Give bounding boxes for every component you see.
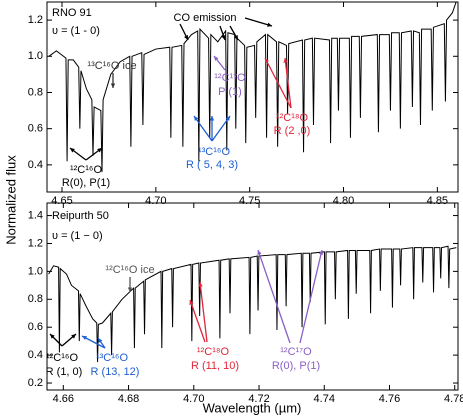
arrow-head <box>70 148 75 153</box>
spectrum-line <box>48 245 457 363</box>
annotation-arrow <box>189 299 206 343</box>
x-tick-label: 4.78 <box>444 393 463 405</box>
annotation-arrow <box>193 115 213 142</box>
x-tick-label: 4.72 <box>248 393 269 405</box>
annotation: P (1) <box>218 86 242 98</box>
arrow-head <box>265 58 270 63</box>
y-tick-label: 0.4 <box>28 159 43 171</box>
y-tick-label: 1.4 <box>28 209 43 221</box>
arrow-head <box>82 336 87 341</box>
x-tick-label: 4.66 <box>53 393 74 405</box>
arrow-head <box>194 116 199 121</box>
arrow-head <box>257 250 262 255</box>
x-tick-label: 4.80 <box>333 195 354 207</box>
annotation: R (1, 0) <box>46 366 83 378</box>
plot-frame <box>46 1 459 193</box>
arrow-head <box>127 287 133 292</box>
annotation: R ( 5, 4, 3) <box>186 159 238 171</box>
y-tick-label: 1.0 <box>28 265 43 277</box>
arrow-head <box>110 83 116 88</box>
arrow-head <box>198 282 203 287</box>
x-tick-label: 4.70 <box>183 393 204 405</box>
annotation: ¹²C¹⁶O ice <box>105 264 154 276</box>
arrow-head <box>209 116 215 121</box>
arrow-head <box>184 35 188 40</box>
arrow-head <box>283 58 288 63</box>
annotation: ¹²C¹⁶O <box>70 164 102 176</box>
annotation-arrow <box>244 17 273 27</box>
y-tick-label: 0.8 <box>28 293 43 305</box>
y-tick-label: 1.2 <box>28 14 43 26</box>
x-tick-label: 4.65 <box>51 195 72 207</box>
annotation: R (2 ,0) <box>274 125 311 137</box>
arrow-head <box>221 35 226 40</box>
arrow-head <box>225 116 230 121</box>
arrow-head <box>214 56 219 61</box>
y-tick-label: 1.2 <box>28 237 43 249</box>
annotation: R (11, 10) <box>191 360 239 372</box>
arrow-head <box>50 334 55 339</box>
annotation: R(0), P(1) <box>62 177 110 189</box>
y-tick-label: 0.2 <box>28 377 43 389</box>
annotation: ¹³C¹⁶O <box>198 146 230 158</box>
annotation-arrow <box>299 249 323 344</box>
y-tick-label: 0.6 <box>28 123 43 135</box>
y-tick-label: 0.4 <box>28 349 43 361</box>
annotation: Reipurth 50 <box>52 210 109 222</box>
arrow-head <box>98 338 103 343</box>
annotation: ¹²C¹⁷O <box>214 72 246 84</box>
x-tick-label: 4.70 <box>145 195 166 207</box>
annotation-arrow <box>211 115 231 142</box>
arrow-head <box>189 300 194 305</box>
x-axis-label: Wavelength (µm) <box>203 400 302 415</box>
annotation-arrow <box>284 57 292 109</box>
annotation: ¹²C¹⁷O <box>280 346 312 358</box>
annotation: R(0), P(1) <box>272 360 320 372</box>
annotation: ¹³C¹⁶O <box>96 352 128 364</box>
x-tick-label: 4.68 <box>118 393 139 405</box>
x-tick-label: 4.74 <box>314 393 335 405</box>
spectrum-line <box>48 2 457 173</box>
y-tick-label: 0.6 <box>28 321 43 333</box>
arrow-head <box>233 35 238 40</box>
annotation-arrow <box>257 249 291 344</box>
plot-frame <box>46 202 459 391</box>
annotation: RNO 91 <box>52 7 92 19</box>
annotation: ¹²C¹⁸O <box>276 112 309 124</box>
annotation: ¹²C¹⁶O <box>46 352 78 364</box>
y-tick-label: 0.8 <box>28 86 43 98</box>
annotation: ¹²C¹⁸O <box>197 346 230 358</box>
annotation: υ = (1 − 0) <box>52 230 103 242</box>
arrow-head <box>71 334 76 339</box>
annotation-arrow <box>199 281 208 343</box>
x-tick-label: 4.76 <box>379 393 400 405</box>
annotation: υ = (1 - 0) <box>52 25 100 37</box>
annotation-arrow <box>264 57 292 109</box>
x-tick-label: 4.85 <box>427 195 448 207</box>
arrow-head <box>267 22 272 27</box>
arrow-head <box>97 148 102 153</box>
arrow-head <box>318 250 324 255</box>
x-tick-label: 4.75 <box>239 195 260 207</box>
y-axis-label: Normalized flux <box>3 155 18 245</box>
annotation: R (13, 12) <box>91 366 140 378</box>
annotation: ¹³C¹⁶O ice <box>87 60 136 72</box>
y-tick-label: 1.0 <box>28 50 43 62</box>
annotation: CO emission <box>174 12 237 24</box>
